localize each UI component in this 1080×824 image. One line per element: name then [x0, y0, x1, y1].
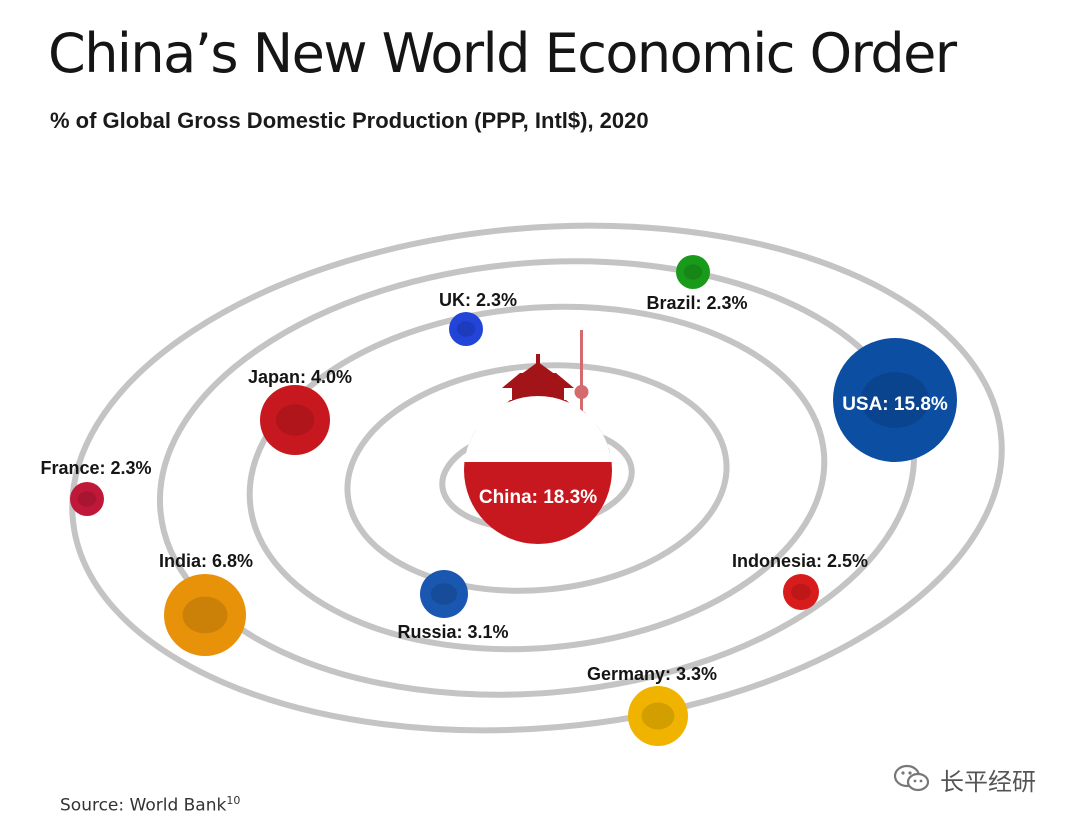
wechat-icon [893, 764, 930, 792]
bubble-uk [449, 312, 483, 346]
bubble-germany [628, 686, 688, 746]
bubble-india [164, 574, 246, 656]
label-uk: UK: 2.3% [439, 290, 517, 310]
label-usa: USA: 15.8% [842, 394, 948, 415]
chart-subtitle: % of Global Gross Domestic Production (P… [50, 108, 649, 133]
bubble-indonesia [783, 574, 819, 610]
bubble-layer [70, 255, 957, 746]
bubble-japan [260, 385, 330, 455]
germany-map-icon [641, 702, 675, 730]
label-japan: Japan: 4.0% [248, 367, 352, 387]
source-footnote: 10 [226, 794, 241, 807]
orbit-ring-3 [246, 303, 828, 653]
bubble-brazil [676, 255, 710, 289]
bubble-russia [420, 570, 468, 618]
russia-map-icon [430, 583, 458, 605]
source-note: Source: World Bank10 [60, 794, 240, 816]
watermark-text: 长平经研 [940, 767, 1036, 796]
label-indonesia: Indonesia: 2.5% [732, 551, 868, 571]
uk-map-icon [456, 321, 476, 337]
label-germany: Germany: 3.3% [587, 664, 717, 684]
japan-map-icon [275, 404, 315, 436]
label-russia: Russia: 3.1% [397, 622, 508, 642]
brazil-map-icon [683, 264, 703, 280]
france-map-icon [77, 491, 97, 507]
watermark: 长平经研 [892, 762, 1036, 796]
chart-title: China’s New World Economic Order [48, 22, 957, 85]
bubble-usa [833, 338, 957, 462]
label-india: India: 6.8% [159, 551, 253, 571]
source-text: Source: World Bank [60, 795, 227, 816]
label-brazil: Brazil: 2.3% [646, 293, 747, 313]
indonesia-map-icon [791, 583, 811, 601]
orbit-rings [69, 222, 1005, 734]
india-map-icon [182, 596, 228, 634]
label-france: France: 2.3% [40, 458, 151, 478]
orbit-ring-5 [69, 222, 1005, 734]
bubble-france [70, 482, 104, 516]
orbit-ring-2 [344, 362, 730, 594]
label-china: China: 18.3% [479, 487, 597, 508]
label-layer: China: 18.3% USA: 15.8% India: 6.8% Japan: … [40, 290, 947, 684]
usa-map-icon [860, 372, 930, 428]
